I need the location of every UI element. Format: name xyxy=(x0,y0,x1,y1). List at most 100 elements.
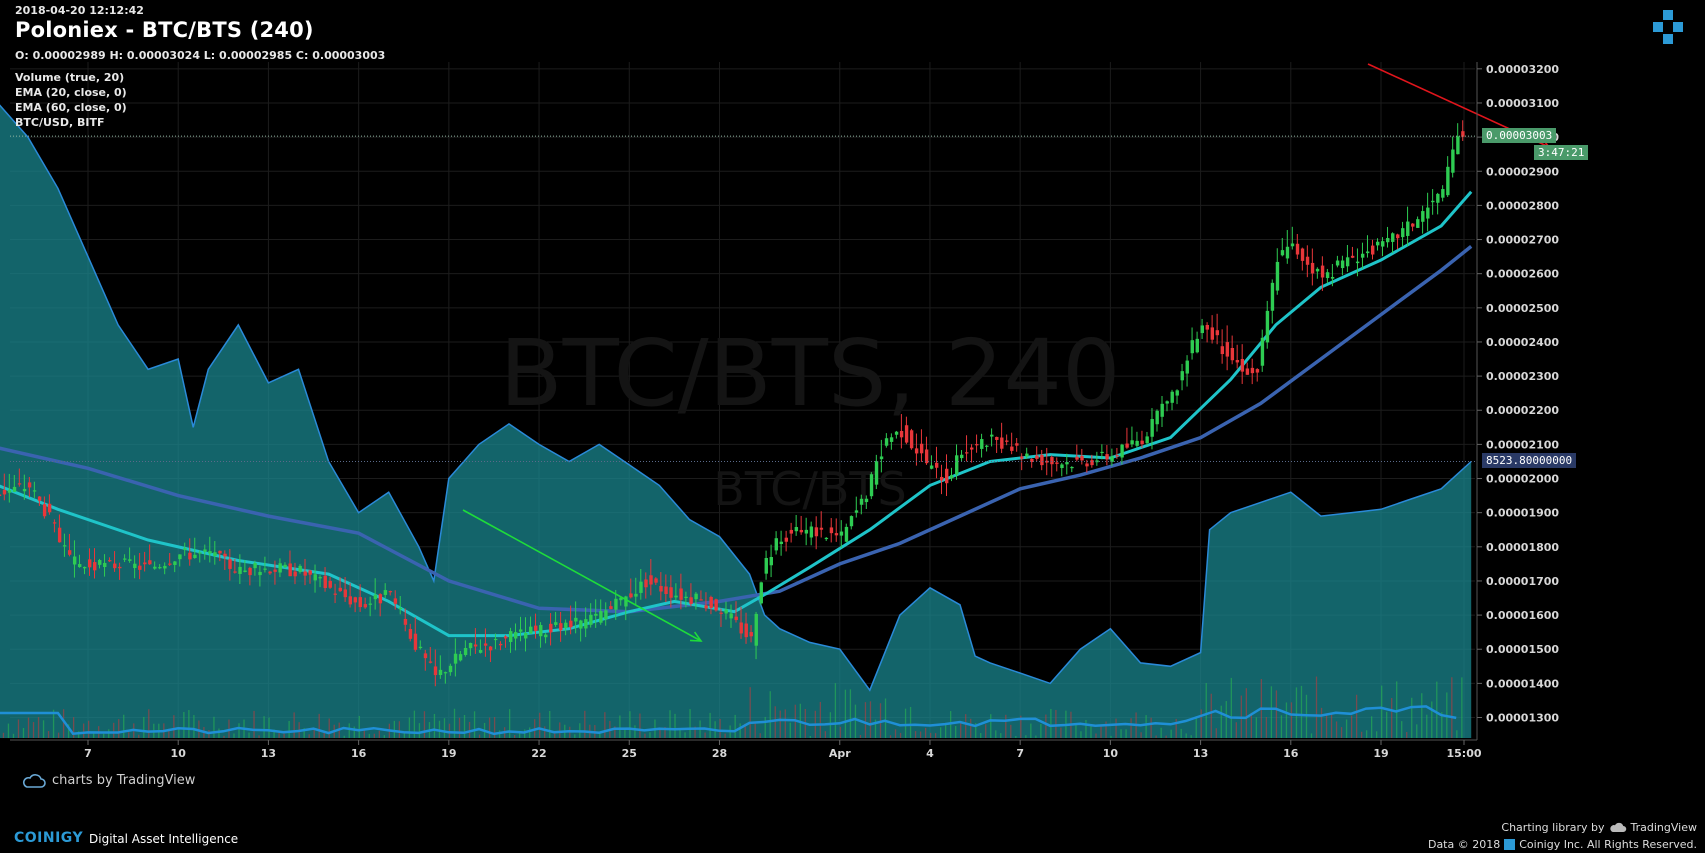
volume-bar xyxy=(1085,719,1087,738)
candle-body xyxy=(1421,211,1425,222)
candle xyxy=(950,467,954,482)
volume-bar xyxy=(268,717,270,738)
candle-body xyxy=(1080,455,1084,461)
volume-bar xyxy=(1180,728,1182,738)
candle-body xyxy=(223,553,227,557)
charting-library-credit[interactable]: Charting library by TradingView xyxy=(1501,821,1697,834)
candle-body xyxy=(128,559,132,561)
candle-body xyxy=(108,560,112,562)
candle xyxy=(238,554,242,585)
candle-body xyxy=(1065,462,1069,465)
indicator-volume[interactable]: Volume (true, 20) xyxy=(15,71,125,84)
candle xyxy=(609,601,613,610)
volume-bar xyxy=(433,713,436,738)
candle-body xyxy=(1401,228,1405,238)
candle xyxy=(328,577,332,589)
candle xyxy=(844,523,849,543)
volume-bar xyxy=(944,723,947,738)
candle-body xyxy=(839,531,844,536)
y-tick-label: 0.00002500 xyxy=(1486,302,1559,315)
candle xyxy=(709,595,713,615)
candle xyxy=(1100,444,1104,460)
candle xyxy=(1370,239,1375,260)
candle xyxy=(554,611,558,627)
volume-bar xyxy=(17,719,20,738)
volume-bar xyxy=(934,733,937,738)
indicator-ema60[interactable]: EMA (60, close, 0) xyxy=(15,101,127,114)
candle xyxy=(619,597,623,606)
candle xyxy=(243,560,247,573)
candle xyxy=(0,494,2,497)
candle xyxy=(1280,238,1285,257)
candle xyxy=(7,473,12,503)
volume-bar xyxy=(368,733,370,738)
candle xyxy=(639,568,643,600)
coinigy-logo-icon[interactable] xyxy=(1643,0,1705,60)
candle-body xyxy=(904,425,909,443)
candle xyxy=(599,599,603,625)
candle xyxy=(1315,267,1320,279)
volume-bar xyxy=(1105,721,1107,738)
candle-body xyxy=(929,465,934,469)
volume-bar xyxy=(1165,735,1167,738)
candle xyxy=(1130,426,1134,448)
candle-body xyxy=(1075,456,1079,460)
volume-bar xyxy=(549,710,551,738)
candle xyxy=(884,433,889,448)
candle-body xyxy=(313,574,317,581)
candle xyxy=(779,530,784,556)
volume-bar xyxy=(103,733,105,738)
volume-bar xyxy=(1250,712,1253,738)
candle-body xyxy=(22,488,27,492)
candle-body xyxy=(559,623,563,631)
candle xyxy=(804,517,809,546)
candle-body xyxy=(819,527,824,530)
candle xyxy=(1446,156,1450,197)
candle-body xyxy=(899,430,904,438)
candle-body xyxy=(539,625,543,637)
candle-body xyxy=(238,566,242,574)
candle xyxy=(689,583,693,607)
candle-body xyxy=(955,455,959,475)
volume-bar xyxy=(32,722,35,738)
candle-body xyxy=(1180,371,1184,381)
y-tick-label: 0.00002200 xyxy=(1486,404,1559,417)
candle xyxy=(323,567,327,592)
tradingview-badge[interactable]: charts by TradingView xyxy=(22,773,195,788)
indicator-btc-usd[interactable]: BTC/USD, BITF xyxy=(15,116,105,129)
candle-body xyxy=(1155,410,1159,425)
candle xyxy=(649,559,653,596)
candle-body xyxy=(965,452,969,454)
candle-body xyxy=(1381,241,1385,247)
candle-body xyxy=(1411,223,1415,227)
candle xyxy=(1140,430,1144,448)
volume-bar xyxy=(403,732,406,738)
candle-body xyxy=(123,558,127,560)
candle-body xyxy=(844,526,849,542)
watermark-main: BTC/BTS, 240 xyxy=(500,320,1121,427)
candle xyxy=(524,617,528,652)
candle xyxy=(57,514,62,543)
volume-bar xyxy=(1080,731,1082,738)
candle-body xyxy=(1175,390,1179,396)
candle-body xyxy=(433,666,438,676)
ema60-line xyxy=(0,245,1473,614)
candle-body xyxy=(1416,219,1420,228)
candle-body xyxy=(944,468,949,484)
x-tick-label: 15:00 xyxy=(1446,747,1481,760)
charting-library-text: Charting library by xyxy=(1501,821,1605,834)
coinigy-brand[interactable]: COINIGY xyxy=(14,830,84,846)
volume-bar xyxy=(1205,683,1207,738)
candle xyxy=(408,623,413,642)
candle xyxy=(749,625,753,643)
indicator-ema20[interactable]: EMA (20, close, 0) xyxy=(15,86,127,99)
candle xyxy=(889,433,894,450)
volume-bar xyxy=(539,712,541,738)
candle xyxy=(32,481,37,498)
candle-body xyxy=(1055,462,1059,464)
candle xyxy=(1180,363,1184,391)
green-arrow[interactable] xyxy=(462,509,703,642)
volume-bar xyxy=(859,734,862,738)
candle-body xyxy=(82,566,87,569)
